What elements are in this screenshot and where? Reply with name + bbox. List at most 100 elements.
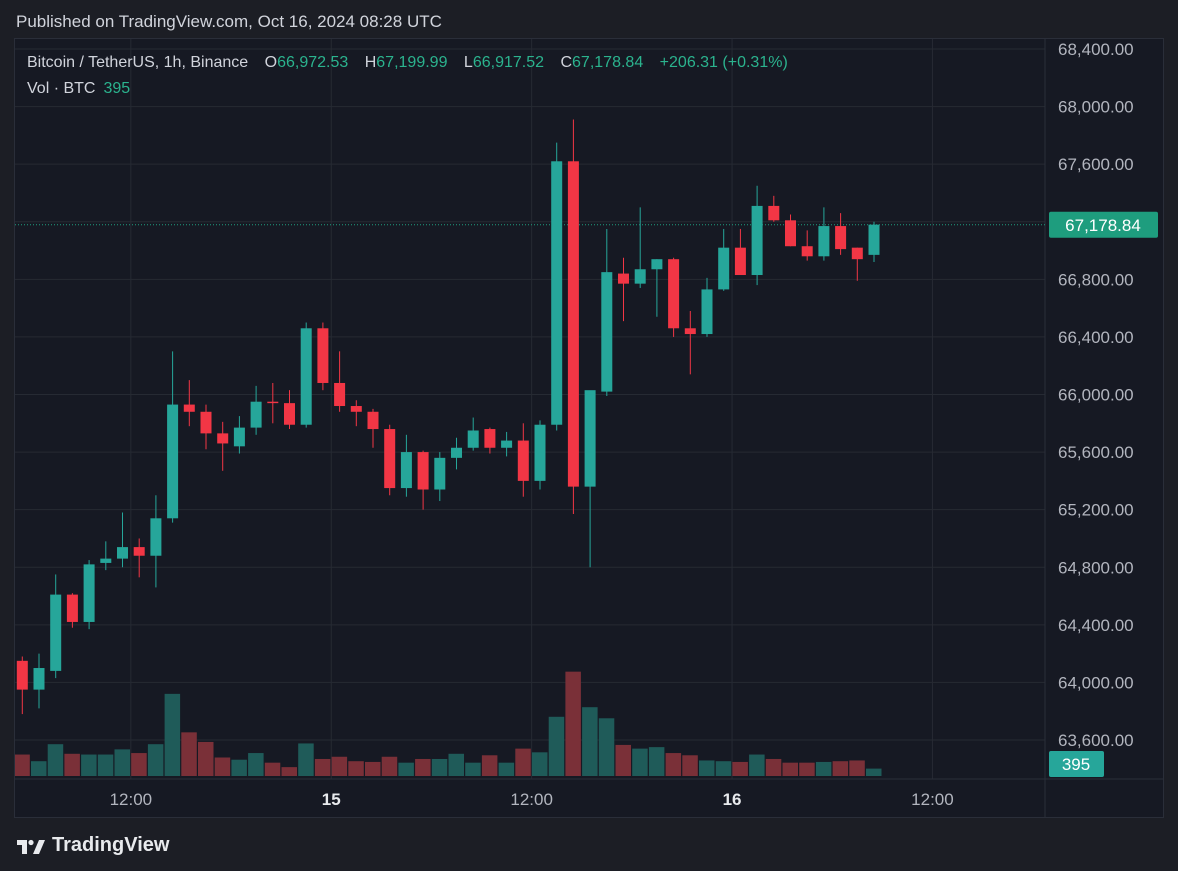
volume-bar (782, 762, 798, 776)
candle-body (233, 427, 245, 447)
candle[interactable] (50, 574, 62, 679)
candle-body (751, 205, 763, 276)
candle[interactable] (284, 390, 295, 430)
y-tick-label: 65,600.00 (1058, 443, 1134, 462)
x-tick-label: 12:00 (110, 790, 153, 809)
candle[interactable] (200, 404, 212, 450)
candle[interactable] (16, 656, 28, 715)
volume-label: Vol · BTC (27, 80, 96, 97)
candle[interactable] (66, 593, 78, 628)
volume-bar (281, 767, 297, 776)
chart-panel[interactable]: 68,400.0068,000.0067,600.0067,200.0066,8… (14, 38, 1164, 818)
candle[interactable] (618, 257, 629, 322)
candle[interactable] (133, 538, 145, 578)
candle[interactable] (400, 434, 412, 497)
ohlc-legend: Bitcoin / TetherUS, 1h, Binance O66,972.… (27, 54, 788, 72)
candle-body (83, 564, 95, 622)
candle[interactable] (83, 560, 95, 630)
footer-brand[interactable]: TradingView (16, 834, 169, 857)
candle[interactable] (434, 452, 446, 502)
candle-body (434, 457, 446, 490)
candle-body (684, 328, 696, 335)
volume-bar (866, 768, 882, 776)
volume-bar (264, 762, 281, 776)
candle[interactable] (551, 142, 563, 431)
candle-body (851, 247, 863, 260)
candle[interactable] (701, 277, 713, 337)
candle[interactable] (651, 259, 663, 317)
candle[interactable] (350, 400, 362, 427)
volume-bar (131, 753, 147, 776)
candle[interactable] (267, 382, 279, 424)
candle[interactable] (684, 311, 696, 375)
candle[interactable] (601, 228, 613, 396)
candle[interactable] (835, 213, 847, 255)
candle[interactable] (818, 207, 830, 261)
candle[interactable] (868, 221, 880, 263)
volume-tag-label: 395 (1062, 755, 1090, 774)
candle[interactable] (250, 385, 262, 435)
candle[interactable] (851, 247, 863, 281)
candle[interactable] (584, 390, 596, 568)
candle-body (183, 404, 195, 412)
candle[interactable] (233, 416, 245, 454)
volume-bar (532, 752, 548, 776)
volume-bar (832, 761, 849, 776)
candle[interactable] (501, 431, 513, 457)
candle[interactable] (334, 351, 346, 412)
candle-body (217, 433, 229, 444)
candle-body (33, 668, 45, 690)
candle[interactable] (467, 417, 479, 451)
candle[interactable] (300, 322, 312, 428)
candle[interactable] (167, 351, 179, 523)
candle-body (551, 161, 563, 425)
candle[interactable] (718, 228, 730, 291)
candle[interactable] (33, 653, 45, 709)
volume-bar (648, 747, 665, 776)
candle[interactable] (768, 195, 780, 222)
candle[interactable] (384, 424, 396, 496)
candle-body (384, 429, 396, 489)
y-tick-label: 64,800.00 (1058, 558, 1134, 577)
candle[interactable] (484, 427, 496, 454)
volume-bar (181, 732, 197, 776)
candle[interactable] (751, 185, 763, 286)
candle-body (634, 269, 646, 284)
candle[interactable] (801, 230, 813, 261)
volume-bar (598, 718, 615, 776)
candle-body (117, 547, 128, 559)
candle[interactable] (150, 495, 162, 588)
candle[interactable] (117, 512, 128, 568)
candle[interactable] (100, 541, 112, 571)
candle-body (317, 328, 329, 383)
candle[interactable] (451, 437, 462, 470)
candle-body (50, 594, 62, 671)
candle[interactable] (367, 408, 379, 448)
volume-bar (765, 758, 782, 776)
candle[interactable] (785, 214, 796, 247)
candle[interactable] (417, 450, 429, 510)
candle-body (267, 401, 279, 404)
candle-body (701, 289, 713, 335)
volume-bar (47, 744, 64, 776)
volume-bar (314, 758, 331, 776)
candle[interactable] (567, 119, 579, 514)
candle[interactable] (183, 380, 195, 427)
candle-body (501, 440, 513, 448)
candle[interactable] (734, 228, 746, 276)
candle[interactable] (317, 322, 329, 391)
candle[interactable] (517, 423, 529, 497)
candle[interactable] (634, 207, 646, 288)
volume-bar (582, 707, 598, 776)
candle[interactable] (668, 257, 680, 337)
volume-bar (248, 753, 264, 776)
candlestick-chart[interactable]: 68,400.0068,000.0067,600.0067,200.0066,8… (15, 39, 1163, 817)
candle-body (868, 224, 880, 255)
candle[interactable] (534, 420, 546, 490)
volume-bar (348, 761, 364, 776)
candle-body (417, 452, 429, 490)
y-tick-label: 68,000.00 (1058, 98, 1134, 117)
x-tick-label: 16 (723, 790, 742, 809)
volume-bar (381, 756, 398, 776)
candle[interactable] (217, 421, 229, 471)
